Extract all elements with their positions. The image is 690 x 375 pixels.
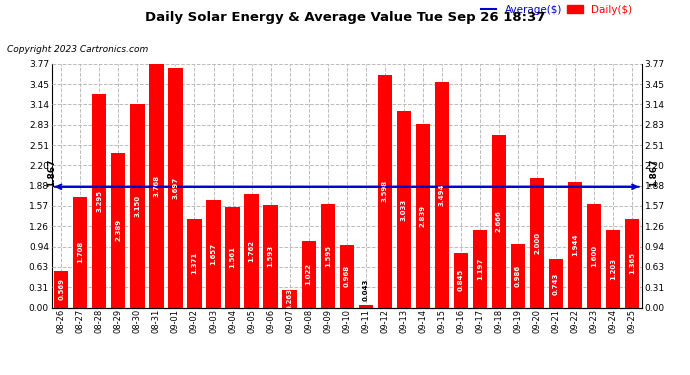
Bar	[111, 153, 126, 308]
Bar	[397, 111, 411, 308]
Text: 2.839: 2.839	[420, 205, 426, 227]
Text: 3.494: 3.494	[439, 183, 445, 206]
Bar	[168, 69, 183, 308]
Bar	[92, 94, 106, 308]
Text: 3.295: 3.295	[97, 190, 102, 212]
Text: 3.033: 3.033	[401, 198, 407, 220]
Bar	[282, 291, 297, 308]
Text: 1.203: 1.203	[610, 258, 616, 280]
Bar	[568, 182, 582, 308]
Text: 0.263: 0.263	[286, 288, 293, 310]
Bar	[606, 230, 620, 308]
Text: 0.743: 0.743	[553, 272, 559, 295]
Bar	[54, 271, 68, 308]
Bar	[130, 104, 144, 308]
Text: 2.389: 2.389	[115, 219, 121, 242]
Text: 1.944: 1.944	[572, 233, 578, 256]
Text: 3.150: 3.150	[135, 195, 140, 217]
Bar	[377, 75, 392, 307]
Text: 3.768: 3.768	[153, 175, 159, 197]
Bar	[511, 244, 525, 308]
Bar	[473, 230, 487, 308]
Text: 0.986: 0.986	[515, 265, 521, 286]
Bar	[435, 82, 449, 308]
Text: 1.600: 1.600	[591, 245, 597, 267]
Bar	[244, 194, 259, 308]
Text: 1.867: 1.867	[47, 158, 57, 187]
Text: 3.598: 3.598	[382, 180, 388, 202]
Text: 0.968: 0.968	[344, 265, 350, 287]
Text: Copyright 2023 Cartronics.com: Copyright 2023 Cartronics.com	[7, 45, 148, 54]
Text: 1.197: 1.197	[477, 258, 483, 280]
Bar	[188, 219, 201, 308]
Bar	[492, 135, 506, 308]
Bar	[149, 64, 164, 308]
Bar	[530, 178, 544, 308]
Text: 1.561: 1.561	[230, 246, 235, 268]
Text: 1.371: 1.371	[192, 252, 197, 274]
Bar	[454, 253, 468, 308]
Text: 1.762: 1.762	[248, 240, 255, 261]
Bar	[73, 197, 88, 308]
Text: Daily Solar Energy & Average Value Tue Sep 26 18:37: Daily Solar Energy & Average Value Tue S…	[145, 11, 545, 24]
Text: 1.708: 1.708	[77, 241, 83, 263]
Text: 2.666: 2.666	[496, 210, 502, 232]
Text: 1.593: 1.593	[268, 245, 274, 267]
Bar	[339, 245, 354, 308]
Bar	[264, 204, 278, 308]
Text: 1.365: 1.365	[629, 252, 635, 274]
Bar	[625, 219, 640, 308]
Text: 0.845: 0.845	[458, 269, 464, 291]
Text: 2.000: 2.000	[534, 232, 540, 254]
Bar	[226, 207, 239, 308]
Text: 1.022: 1.022	[306, 264, 312, 285]
Text: 1.867: 1.867	[649, 158, 658, 187]
Bar	[587, 204, 601, 308]
Text: 3.697: 3.697	[172, 177, 179, 199]
Bar	[302, 242, 316, 308]
Bar	[359, 305, 373, 308]
Bar	[321, 204, 335, 308]
Legend: Average($), Daily($): Average($), Daily($)	[477, 1, 636, 19]
Text: 1.657: 1.657	[210, 243, 217, 265]
Text: 0.569: 0.569	[58, 278, 64, 300]
Text: 1.595: 1.595	[325, 245, 331, 267]
Bar	[415, 124, 430, 308]
Bar	[206, 200, 221, 308]
Text: 0.043: 0.043	[363, 279, 368, 302]
Bar	[549, 260, 563, 308]
